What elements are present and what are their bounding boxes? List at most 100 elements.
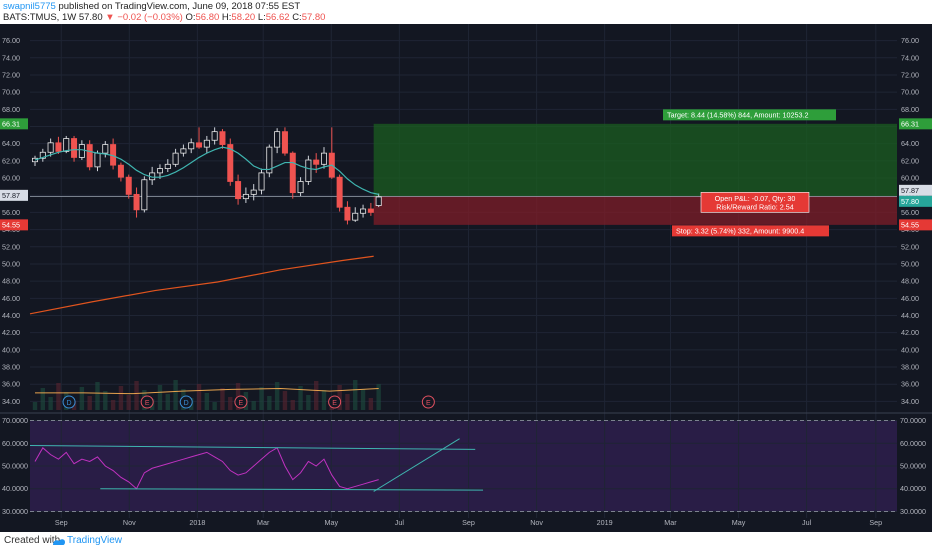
candle: [188, 138, 195, 154]
volume-bar: [118, 386, 124, 410]
publish-info: swapnil5775 published on TradingView.com…: [3, 1, 300, 12]
ohlc-legend: BATS:TMUS, 1W 57.80 ▼ −0.02 (−0.03%) O:5…: [3, 12, 325, 23]
candle-body: [258, 172, 265, 191]
candle-body: [211, 131, 218, 141]
y-tick-left: 40.00: [2, 345, 20, 354]
pnl-box: [700, 192, 810, 213]
x-tick: May: [732, 518, 746, 527]
volume-bar: [337, 385, 342, 410]
candle-body: [305, 159, 312, 182]
y-tick-right: 48.00: [901, 277, 919, 286]
candle-body: [188, 142, 195, 150]
candle-body: [172, 152, 179, 165]
earnings-marker: [140, 395, 154, 409]
candle-body: [367, 208, 374, 213]
candle: [367, 202, 374, 216]
rsi-tick-left: 30.0000: [2, 507, 28, 516]
low-value: 56.62: [265, 12, 290, 23]
volume-bar: [368, 398, 374, 410]
y-tick-right: 44.00: [901, 311, 919, 320]
close-value: 57.80: [301, 12, 326, 23]
price-tag-box: [899, 118, 932, 130]
price-chart-svg[interactable]: D E D E E E 76.00 76.00 74.00 74.00 72.00 72.00 70.0…: [0, 24, 932, 532]
candle-body: [344, 206, 351, 221]
candle: [266, 144, 273, 178]
candle: [227, 138, 234, 186]
rsi-tick-right: 30.0000: [900, 507, 926, 516]
volume-bar: [40, 388, 46, 410]
candle: [172, 148, 179, 167]
candle: [196, 127, 203, 149]
pnl-text: Open P&L: -0.07, Qty: 30: [715, 194, 796, 203]
event-label: D: [184, 400, 189, 407]
x-tick: Jul: [802, 518, 812, 527]
y-tick-left: 44.00: [2, 311, 20, 320]
rr-text: Risk/Reward Ratio: 2.54: [716, 202, 794, 211]
candle-body: [156, 168, 163, 174]
rsi-trendline: [29, 445, 476, 450]
candle: [141, 176, 148, 213]
candle-body: [266, 146, 273, 174]
volume-bar: [313, 381, 319, 410]
event-label: E: [426, 400, 431, 407]
rsi-tick-left: 60.0000: [2, 439, 28, 448]
candle-body: [320, 152, 327, 165]
earnings-marker: [421, 395, 435, 409]
volume-bar: [212, 402, 217, 410]
y-tick-left: 46.00: [2, 294, 20, 303]
y-tick-right: 56.00: [901, 208, 919, 217]
y-tick-left: 38.00: [2, 363, 20, 372]
rsi-trendline: [100, 488, 484, 491]
y-tick-right: 50.00: [901, 259, 919, 268]
y-tick-left: 36.00: [2, 380, 20, 389]
volume-bar: [360, 389, 366, 410]
high-value: 58.20: [231, 12, 256, 23]
stop-tag-right: 54.55: [899, 219, 932, 231]
y-tick-right: 38.00: [901, 363, 919, 372]
candle-body: [289, 152, 296, 194]
volume-bar: [204, 393, 210, 410]
ma-long-line: [29, 255, 374, 315]
y-tick-right: 62.00: [901, 156, 919, 165]
x-tick: Sep: [462, 518, 475, 527]
volume-bar: [173, 380, 178, 410]
chart-area[interactable]: D E D E E E 76.00 76.00 74.00 74.00 72.00 72.00 70.0…: [0, 24, 932, 532]
y-tick-left: 52.00: [2, 242, 20, 251]
volume-bar: [56, 383, 61, 410]
volume-bar: [353, 380, 358, 410]
event-label: E: [239, 400, 244, 407]
candle-body: [196, 142, 203, 148]
volume-bar: [267, 396, 272, 410]
tradingview-brand[interactable]: TradingView: [67, 535, 123, 546]
candle: [336, 174, 343, 212]
y-tick-left: 60.00: [2, 174, 20, 183]
x-tick: Sep: [869, 518, 882, 527]
price-tag-text: 66.31: [2, 119, 20, 128]
price-tag-text: 57.87: [2, 191, 20, 200]
volume-bar: [298, 386, 303, 410]
author-link[interactable]: swapnil5775: [3, 1, 56, 12]
y-tick-left: 72.00: [2, 70, 20, 79]
y-tick-right: 74.00: [901, 53, 919, 62]
y-tick-right: 72.00: [901, 70, 919, 79]
candle: [156, 164, 163, 179]
volume-bar: [110, 400, 116, 410]
low-label: L:: [257, 12, 266, 23]
volume-bar: [251, 401, 256, 410]
candle: [133, 187, 140, 218]
volume-bar: [282, 391, 288, 410]
earnings-marker: [234, 395, 248, 409]
candle-body: [180, 148, 187, 154]
entry-tag-left: 57.87: [0, 189, 28, 201]
dividend-marker: [62, 395, 76, 409]
target-text: Target: 8.44 (14.58%) 844, Amount: 10253…: [667, 110, 808, 119]
footer: Created with TradingView: [0, 532, 932, 550]
x-tick: Sep: [55, 518, 68, 527]
y-tick-left: 62.00: [2, 156, 20, 165]
candle-body: [274, 131, 281, 148]
candle-body: [250, 189, 257, 195]
current-tag-right: 57.80: [899, 195, 932, 207]
volume-bar: [157, 385, 163, 410]
price-tag-text: 54.55: [901, 220, 919, 229]
x-tick: 2018: [189, 518, 205, 527]
